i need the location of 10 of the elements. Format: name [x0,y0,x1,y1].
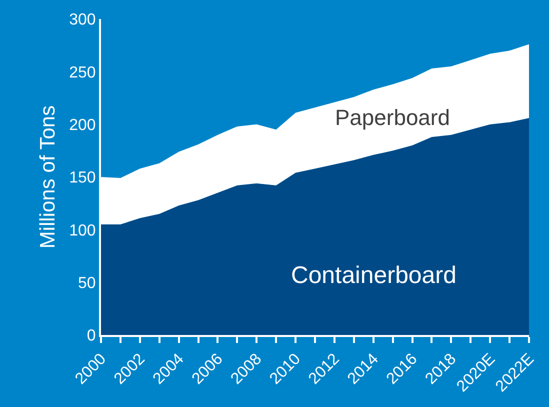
y-tick-label: 0 [86,328,96,345]
y-tick-label: 300 [69,12,96,29]
y-tick-label: 150 [69,170,96,187]
y-tick-label: 100 [69,222,96,240]
y-axis-title: Millions of Tons [36,105,60,249]
y-tick-label: 50 [78,274,96,292]
series-label: Containerboard [291,262,456,289]
y-tick-label: 200 [69,116,96,134]
y-tick-label: 250 [69,64,96,82]
series-label: Paperboard [335,105,450,130]
